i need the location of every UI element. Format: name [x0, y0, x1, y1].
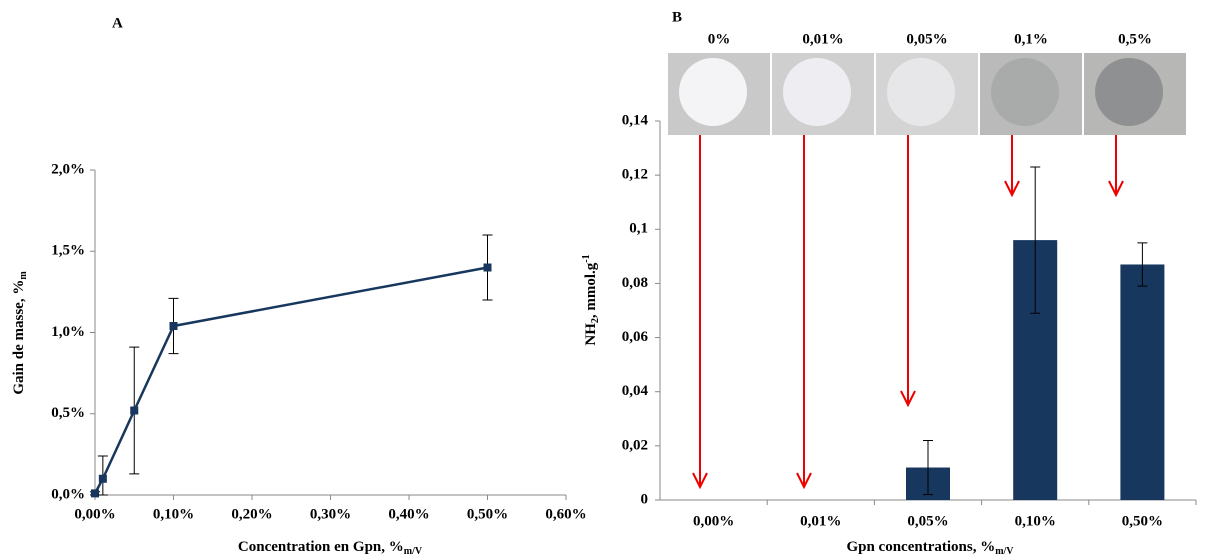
arrow	[1004, 135, 1020, 198]
y-tick-label: 1,5%	[51, 243, 85, 259]
marker	[130, 406, 139, 415]
arrow	[796, 135, 812, 490]
x-tick-label: 0,20%	[231, 506, 272, 522]
y-axis-label: Gain de masse, %m	[11, 271, 29, 395]
y-tick-label: 0,06	[622, 329, 649, 345]
marker	[91, 489, 99, 498]
y-tick-label: 0,14	[622, 112, 649, 128]
image-label: 0,1%	[1014, 31, 1048, 47]
marker	[169, 322, 178, 330]
y-tick-label: 0,1	[629, 221, 648, 237]
image-label: 0,05%	[906, 31, 947, 47]
x-tick-label: 0,50%	[1122, 513, 1163, 529]
x-axis-label: Gpn concentrations, %m/V	[846, 539, 1014, 557]
marker	[98, 474, 107, 483]
x-tick-label: 0,40%	[388, 506, 429, 522]
x-tick-label: 0,30%	[310, 506, 351, 522]
data-line	[93, 266, 488, 494]
error-bar	[923, 439, 933, 496]
y-tick-label: 0,0%	[51, 486, 85, 502]
x-tick-label: 0,05%	[907, 513, 948, 529]
x-axis-label: Concentration en Gpn, %m/V	[238, 539, 423, 557]
y-tick-label: 1,0%	[51, 324, 85, 340]
y-tick-label: 0	[641, 491, 649, 507]
arrow	[692, 135, 708, 490]
x-tick-label: 0,00%	[693, 513, 734, 529]
sample-disc	[783, 58, 851, 126]
y-tick-label: 0,02	[622, 437, 648, 453]
x-tick-label: 0,10%	[153, 506, 194, 522]
y-axis-label: NH2, mmol.g-1	[581, 254, 601, 345]
sample-disc	[991, 58, 1059, 126]
image-label: 0,01%	[802, 31, 843, 47]
error-bar	[1030, 166, 1041, 314]
marker	[483, 263, 492, 272]
x-tick-label: 0,50%	[467, 506, 508, 522]
x-tick-label: 0,00%	[74, 506, 115, 522]
panel-label: A	[112, 15, 123, 31]
y-tick-label: 0,08	[622, 275, 648, 291]
arrow	[1108, 135, 1124, 198]
arrow	[900, 135, 916, 408]
sample-disc	[679, 58, 747, 126]
x-tick-label: 0,10%	[1015, 513, 1056, 529]
error-bar	[1137, 242, 1148, 287]
y-tick-label: 0,5%	[51, 405, 85, 421]
image-label: 0%	[708, 31, 731, 47]
bar	[1120, 264, 1165, 500]
x-tick-label: 0,60%	[545, 506, 586, 522]
y-tick-label: 0,04	[622, 383, 649, 399]
y-tick-label: 2,0%	[51, 161, 85, 177]
sample-disc	[887, 58, 955, 126]
sample-disc	[1095, 58, 1163, 126]
panel-label: B	[672, 9, 682, 25]
x-tick-label: 0,01%	[800, 513, 841, 529]
image-label: 0,5%	[1118, 31, 1152, 47]
y-tick-label: 0,12	[622, 167, 648, 183]
